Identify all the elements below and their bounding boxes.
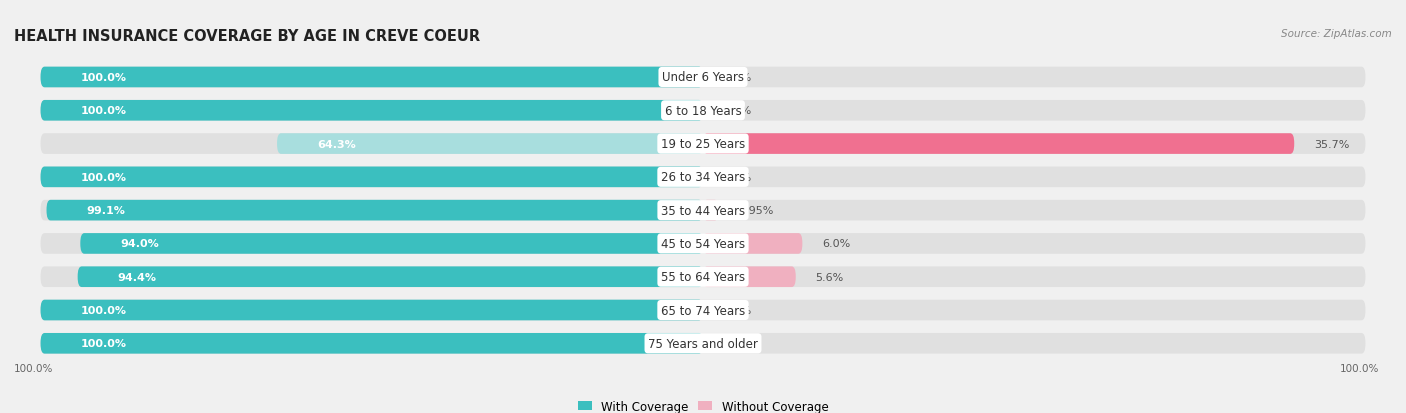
Legend: With Coverage, Without Coverage: With Coverage, Without Coverage [572, 395, 834, 413]
Text: 99.1%: 99.1% [86, 206, 125, 216]
Text: 94.0%: 94.0% [120, 239, 159, 249]
Text: 35 to 44 Years: 35 to 44 Years [661, 204, 745, 217]
FancyBboxPatch shape [41, 134, 1365, 154]
Text: 19 to 25 Years: 19 to 25 Years [661, 138, 745, 151]
Text: 100.0%: 100.0% [80, 73, 127, 83]
Text: 0.0%: 0.0% [723, 73, 751, 83]
Text: 100.0%: 100.0% [80, 339, 127, 349]
FancyBboxPatch shape [77, 267, 703, 287]
FancyBboxPatch shape [41, 200, 1365, 221]
FancyBboxPatch shape [41, 267, 1365, 287]
Text: 94.4%: 94.4% [117, 272, 156, 282]
FancyBboxPatch shape [703, 267, 796, 287]
Text: 65 to 74 Years: 65 to 74 Years [661, 304, 745, 317]
Text: Under 6 Years: Under 6 Years [662, 71, 744, 84]
FancyBboxPatch shape [41, 67, 703, 88]
FancyBboxPatch shape [46, 200, 703, 221]
FancyBboxPatch shape [41, 333, 1365, 354]
FancyBboxPatch shape [703, 134, 1295, 154]
FancyBboxPatch shape [41, 167, 1365, 188]
FancyBboxPatch shape [41, 167, 703, 188]
Text: 0.95%: 0.95% [738, 206, 773, 216]
Text: 6 to 18 Years: 6 to 18 Years [665, 104, 741, 117]
Text: 100.0%: 100.0% [14, 363, 53, 373]
FancyBboxPatch shape [41, 233, 1365, 254]
Text: 100.0%: 100.0% [80, 173, 127, 183]
Text: 75 Years and older: 75 Years and older [648, 337, 758, 350]
Text: 0.0%: 0.0% [723, 173, 751, 183]
Text: 0.0%: 0.0% [723, 305, 751, 315]
Text: 100.0%: 100.0% [80, 305, 127, 315]
Text: 100.0%: 100.0% [1340, 363, 1379, 373]
FancyBboxPatch shape [41, 67, 1365, 88]
Text: Source: ZipAtlas.com: Source: ZipAtlas.com [1281, 29, 1392, 39]
FancyBboxPatch shape [41, 300, 703, 320]
FancyBboxPatch shape [80, 233, 703, 254]
Text: 64.3%: 64.3% [316, 139, 356, 149]
Text: 0.0%: 0.0% [723, 339, 751, 349]
FancyBboxPatch shape [41, 101, 1365, 121]
Text: 35.7%: 35.7% [1315, 139, 1350, 149]
Text: 5.6%: 5.6% [815, 272, 844, 282]
FancyBboxPatch shape [41, 300, 1365, 320]
Text: 6.0%: 6.0% [823, 239, 851, 249]
FancyBboxPatch shape [703, 233, 803, 254]
FancyBboxPatch shape [41, 333, 703, 354]
Text: 26 to 34 Years: 26 to 34 Years [661, 171, 745, 184]
FancyBboxPatch shape [41, 101, 703, 121]
Text: 100.0%: 100.0% [80, 106, 127, 116]
Text: 55 to 64 Years: 55 to 64 Years [661, 271, 745, 284]
Text: 45 to 54 Years: 45 to 54 Years [661, 237, 745, 250]
FancyBboxPatch shape [277, 134, 703, 154]
Text: HEALTH INSURANCE COVERAGE BY AGE IN CREVE COEUR: HEALTH INSURANCE COVERAGE BY AGE IN CREV… [14, 29, 481, 44]
FancyBboxPatch shape [703, 200, 718, 221]
Text: 0.0%: 0.0% [723, 106, 751, 116]
